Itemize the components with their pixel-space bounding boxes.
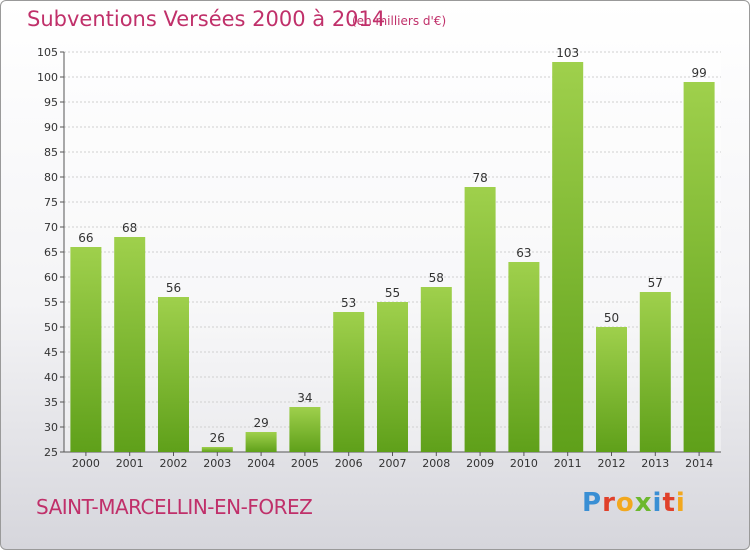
bar — [552, 62, 584, 452]
x-tick-label: 2001 — [116, 457, 144, 470]
bar — [683, 82, 715, 452]
data-label: 56 — [166, 281, 181, 295]
data-label: 53 — [341, 296, 356, 310]
logo-letter: i — [675, 488, 686, 518]
y-tick-label: 80 — [44, 171, 58, 184]
x-tick-label: 2010 — [510, 457, 538, 470]
bar — [245, 432, 277, 452]
bar — [114, 237, 146, 452]
logo-letter: P — [582, 488, 603, 518]
y-tick-label: 30 — [44, 421, 58, 434]
data-label: 57 — [648, 276, 663, 290]
data-label: 55 — [385, 286, 400, 300]
x-tick-label: 2004 — [247, 457, 275, 470]
data-label: 63 — [516, 246, 531, 260]
data-label: 68 — [122, 221, 137, 235]
data-label: 103 — [556, 46, 579, 60]
bar — [508, 262, 540, 452]
bar — [201, 447, 233, 452]
y-tick-label: 55 — [44, 296, 58, 309]
x-tick-label: 2013 — [641, 457, 669, 470]
y-tick-label: 105 — [37, 46, 58, 59]
x-tick-label: 2000 — [72, 457, 100, 470]
logo-letter: t — [662, 488, 676, 518]
bar — [464, 187, 496, 452]
x-tick-label: 2006 — [335, 457, 363, 470]
data-label: 78 — [472, 171, 487, 185]
commune-name: SAINT-MARCELLIN-EN-FOREZ — [36, 495, 313, 519]
x-tick-label: 2012 — [598, 457, 626, 470]
chart-title: Subventions Versées 2000 à 2014 — [27, 7, 386, 31]
data-label: 66 — [78, 231, 93, 245]
bar — [158, 297, 189, 452]
data-label: 29 — [253, 416, 268, 430]
y-tick-label: 25 — [44, 446, 58, 459]
bar — [333, 312, 365, 452]
logo-letter: x — [634, 488, 653, 518]
x-tick-label: 2014 — [685, 457, 713, 470]
y-tick-label: 90 — [44, 121, 58, 134]
x-tick-label: 2007 — [379, 457, 407, 470]
data-label: 99 — [691, 66, 706, 80]
logo-letter: o — [615, 488, 635, 518]
bar — [596, 327, 627, 452]
x-tick-label: 2011 — [554, 457, 582, 470]
proxiti-logo[interactable]: Proxiti — [582, 488, 686, 518]
y-tick-label: 70 — [44, 221, 58, 234]
y-tick-label: 100 — [37, 71, 58, 84]
bar — [70, 247, 102, 452]
data-label: 26 — [210, 431, 225, 445]
y-tick-label: 40 — [44, 371, 58, 384]
bar — [420, 287, 452, 452]
y-tick-label: 50 — [44, 321, 58, 334]
x-tick-label: 2003 — [203, 457, 231, 470]
x-tick-label: 2008 — [422, 457, 450, 470]
y-tick-label: 60 — [44, 271, 58, 284]
y-tick-label: 85 — [44, 146, 58, 159]
data-label: 34 — [297, 391, 312, 405]
y-tick-label: 75 — [44, 196, 58, 209]
data-label: 50 — [604, 311, 619, 325]
y-tick-label: 35 — [44, 396, 58, 409]
data-label: 58 — [429, 271, 444, 285]
y-tick-label: 45 — [44, 346, 58, 359]
chart-subtitle: (en milliers d'€) — [352, 14, 447, 28]
y-tick-label: 65 — [44, 246, 58, 259]
x-tick-label: 2002 — [160, 457, 188, 470]
x-tick-label: 2005 — [291, 457, 319, 470]
bar — [377, 302, 408, 452]
logo-letter: i — [652, 488, 663, 518]
logo-letter: r — [602, 488, 616, 518]
bar — [639, 292, 671, 452]
bar — [289, 407, 321, 452]
x-tick-label: 2009 — [466, 457, 494, 470]
y-tick-label: 95 — [44, 96, 58, 109]
